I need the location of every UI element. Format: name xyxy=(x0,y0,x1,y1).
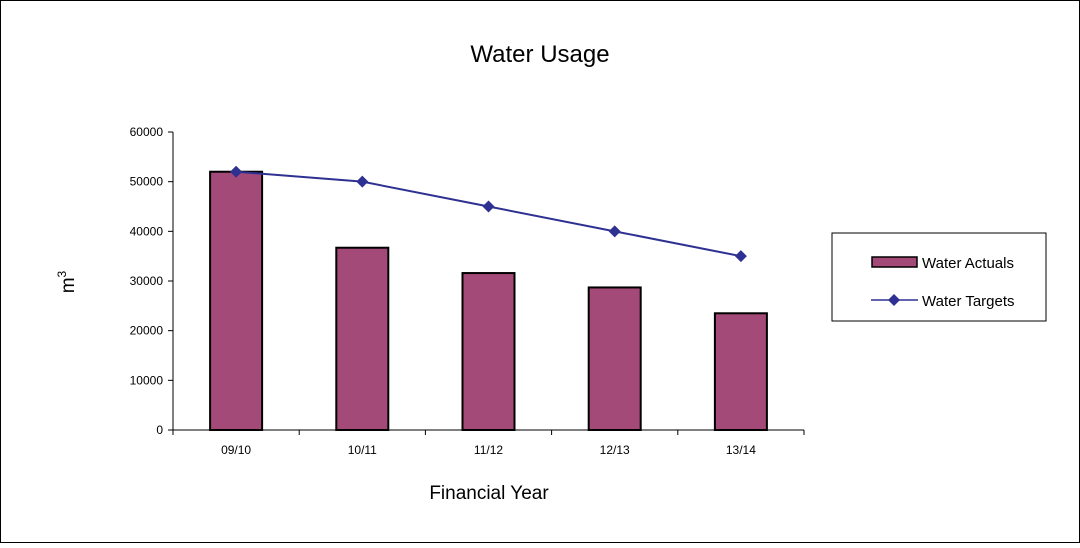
y-tick-label: 30000 xyxy=(130,274,164,288)
legend-swatch-water-actuals xyxy=(871,256,918,268)
chart-title: Water Usage xyxy=(470,41,609,68)
legend-marker-diamond xyxy=(888,294,900,306)
y-tick-label: 0 xyxy=(156,423,163,437)
target-line-layer xyxy=(230,165,747,263)
bar-water-actuals-11-12 xyxy=(461,272,516,432)
bar-water-actuals-13-14 xyxy=(713,312,768,431)
y-tick-label: 20000 xyxy=(130,324,164,338)
y-axis-title-superscript: 3 xyxy=(55,270,69,277)
bar-water-actuals-12-13 xyxy=(587,286,642,431)
y-tick-label: 60000 xyxy=(130,125,164,139)
x-tick-label: 11/12 xyxy=(474,443,503,457)
marker-water-targets-13-14 xyxy=(734,250,747,263)
bar-water-actuals-09-10 xyxy=(209,170,264,431)
x-tick-label: 13/14 xyxy=(726,443,756,457)
y-tick-label: 10000 xyxy=(130,373,164,387)
legend-label-water-targets: Water Targets xyxy=(922,293,1015,310)
x-tick-label: 10/11 xyxy=(348,443,377,457)
legend-box xyxy=(831,232,1047,322)
axes-layer: 0 10000 20000 30000 40000 50000 60000 09/10 10/1… xyxy=(130,125,805,457)
marker-water-targets-11-12 xyxy=(482,200,495,213)
y-tick-label: 50000 xyxy=(130,175,164,189)
x-tick-label: 09/10 xyxy=(221,443,251,457)
legend: Water Actuals Water Targets xyxy=(831,232,1047,322)
bar-water-actuals-10-11 xyxy=(335,246,390,431)
bars-layer xyxy=(209,170,768,432)
y-axis-title: m3 xyxy=(55,270,79,293)
marker-water-targets-10-11 xyxy=(356,175,369,188)
x-tick-label: 12/13 xyxy=(600,443,630,457)
marker-water-targets-09-10 xyxy=(230,165,243,178)
x-axis-title: Financial Year xyxy=(429,483,549,504)
y-axis-title-base: m xyxy=(58,277,79,293)
legend-label-water-actuals: Water Actuals xyxy=(922,255,1014,272)
marker-water-targets-12-13 xyxy=(608,225,621,238)
y-tick-label: 40000 xyxy=(130,224,164,238)
